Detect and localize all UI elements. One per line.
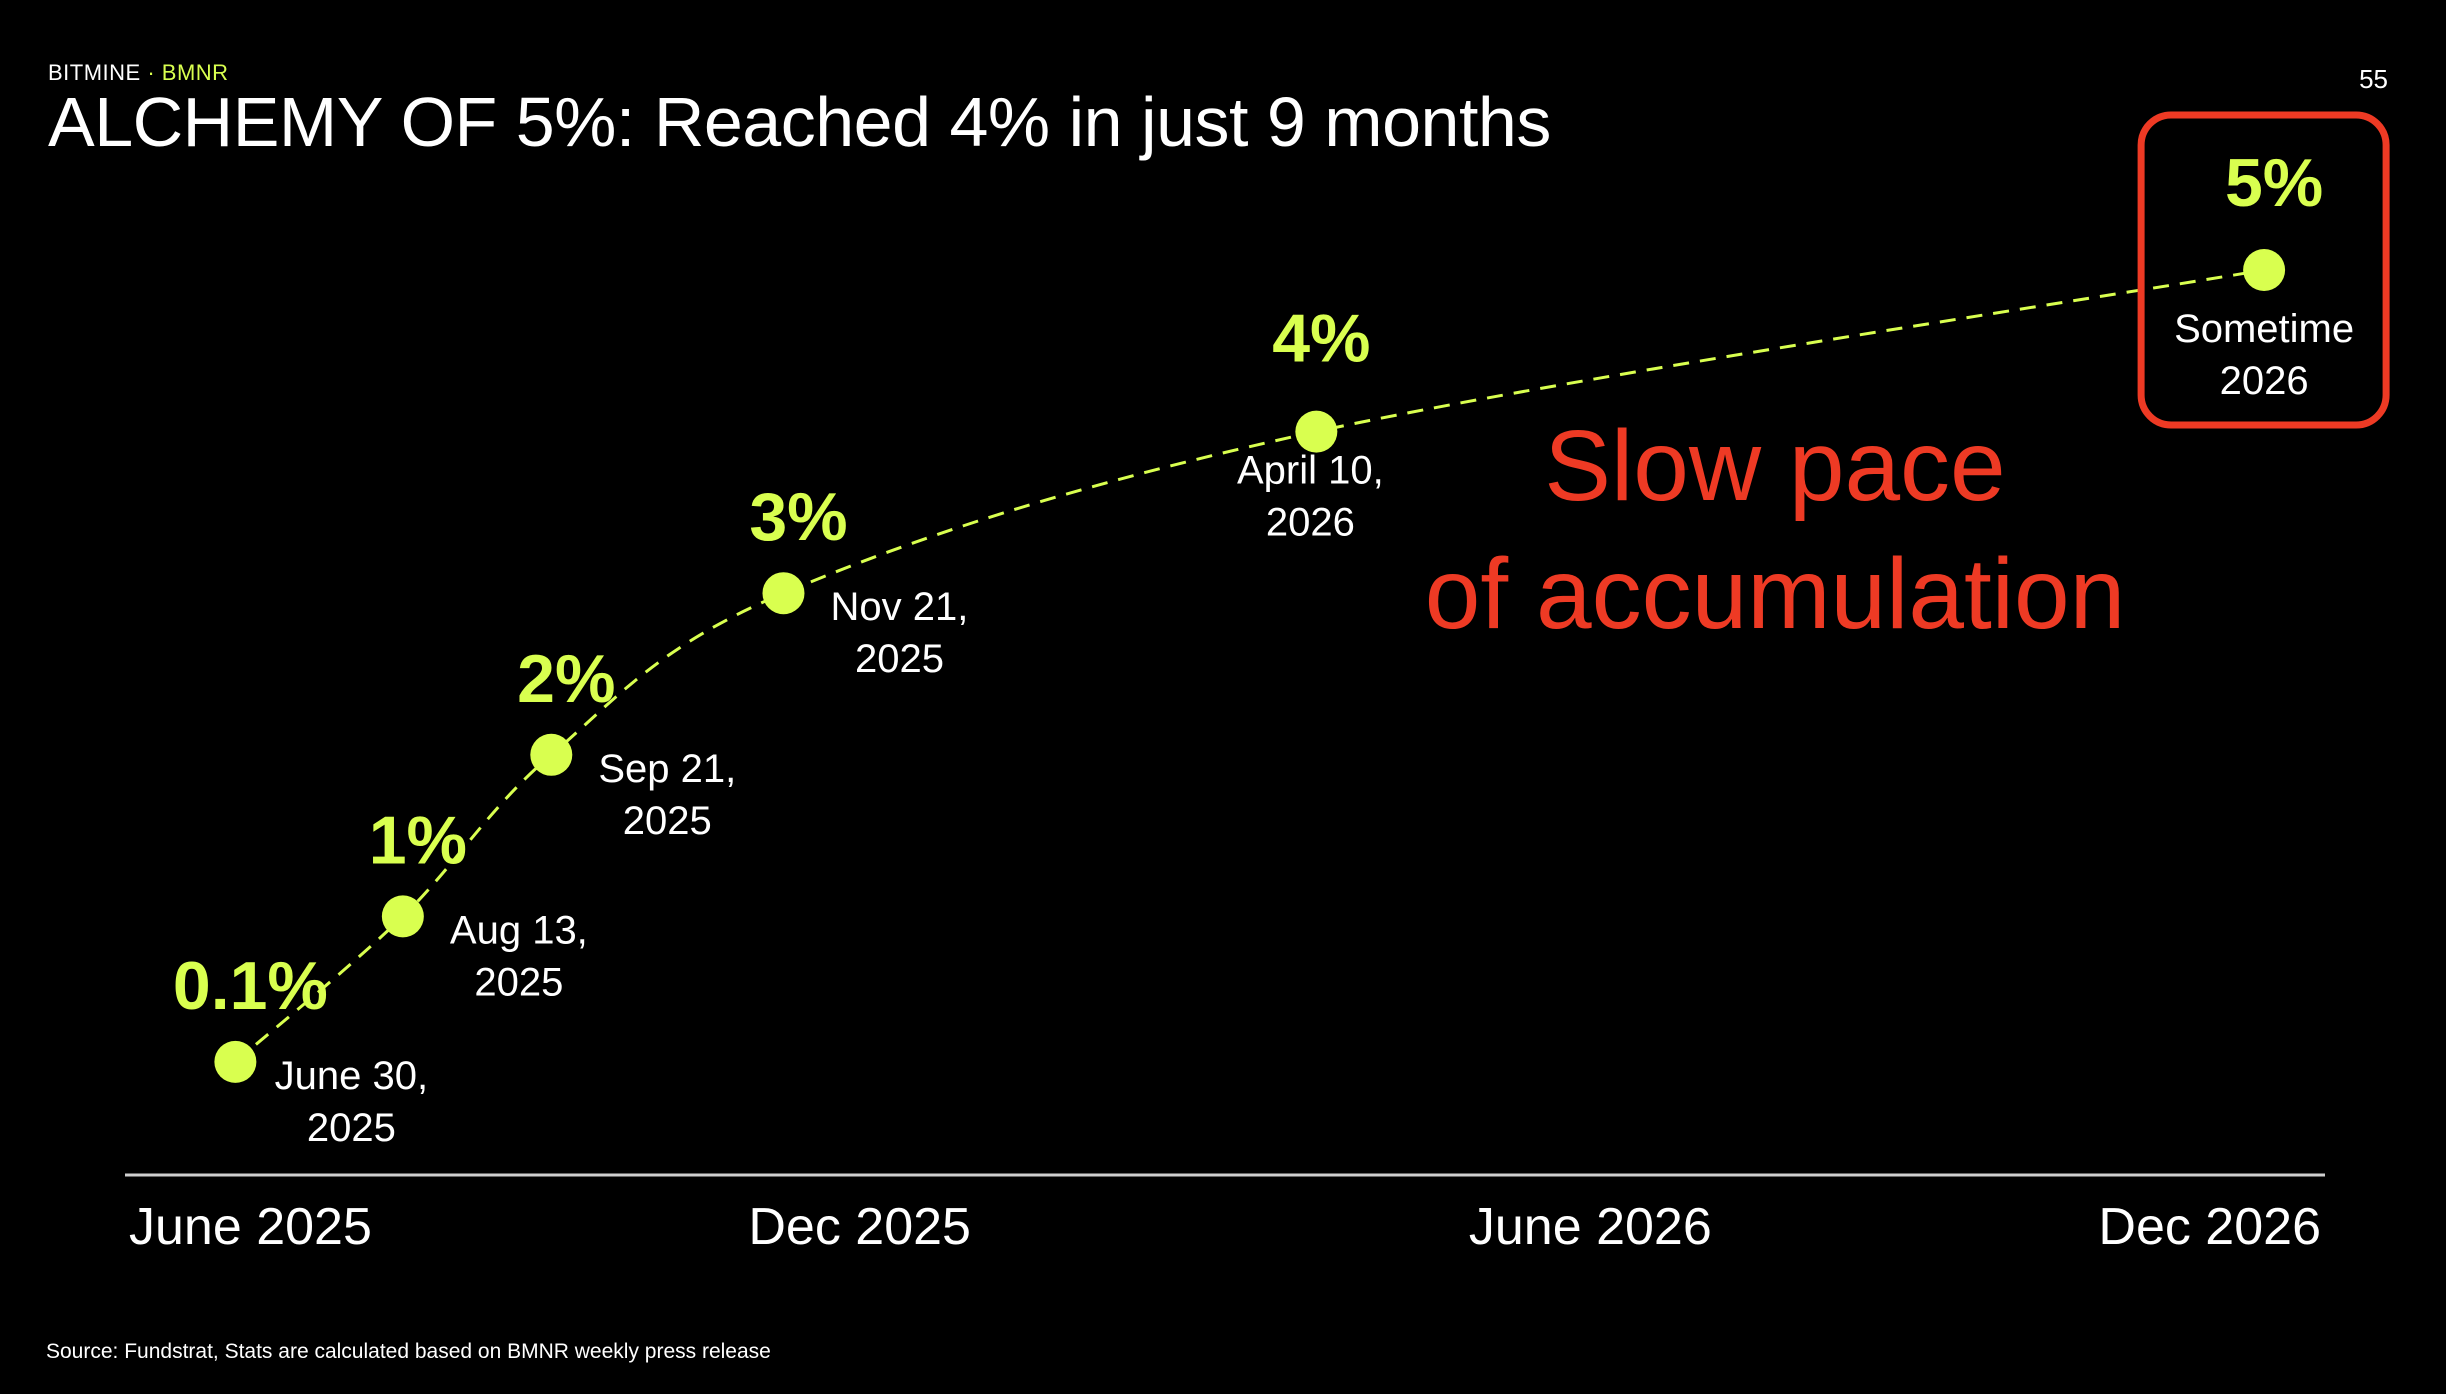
data-point — [2243, 249, 2286, 291]
brand-header: BITMINE · BMNR — [48, 60, 229, 86]
date-label: 2025 — [623, 799, 712, 843]
date-label: Sep 21, — [598, 747, 736, 791]
date-label: April 10, — [1237, 449, 1384, 493]
date-label: 2025 — [855, 637, 944, 681]
brand-separator: · — [140, 60, 162, 85]
data-point — [381, 895, 424, 938]
x-tick-label: June 2026 — [1469, 1198, 1712, 1256]
date-label: June 30, — [275, 1054, 428, 1098]
page-title: ALCHEMY OF 5%: Reached 4% in just 9 mont… — [48, 83, 1551, 161]
highlight-box — [2137, 111, 2390, 429]
value-label: 1% — [369, 802, 467, 878]
date-label: 2025 — [474, 960, 563, 1004]
data-point — [214, 1040, 257, 1083]
brand-ticker: BMNR — [161, 60, 229, 85]
date-label: Sometime — [2174, 307, 2354, 351]
date-label: Aug 13, — [450, 908, 588, 952]
value-label: 4% — [1272, 301, 1370, 377]
date-label: Nov 21, — [831, 585, 969, 629]
data-point — [530, 733, 573, 776]
source-note: Source: Fundstrat, Stats are calculated … — [46, 1340, 771, 1363]
x-tick-label: Dec 2025 — [748, 1198, 971, 1256]
trend-line — [234, 268, 2265, 1063]
annotation-text: of accumulation — [1425, 538, 2125, 650]
page-number: 55 — [2359, 64, 2388, 94]
x-tick-label: Dec 2026 — [2098, 1198, 2321, 1256]
value-label: 3% — [749, 479, 847, 555]
x-tick-label: June 2025 — [129, 1198, 372, 1256]
value-label: 5% — [2225, 145, 2323, 221]
date-label: 2025 — [307, 1106, 396, 1150]
value-label: 2% — [517, 641, 615, 717]
data-point — [1295, 410, 1338, 453]
brand-name: BITMINE — [48, 60, 141, 85]
annotation-text: Slow pace — [1544, 410, 2005, 522]
date-label: 2026 — [2220, 359, 2309, 403]
date-label: 2026 — [1266, 501, 1355, 545]
value-label: 0.1% — [173, 948, 328, 1024]
data-point — [762, 572, 805, 615]
